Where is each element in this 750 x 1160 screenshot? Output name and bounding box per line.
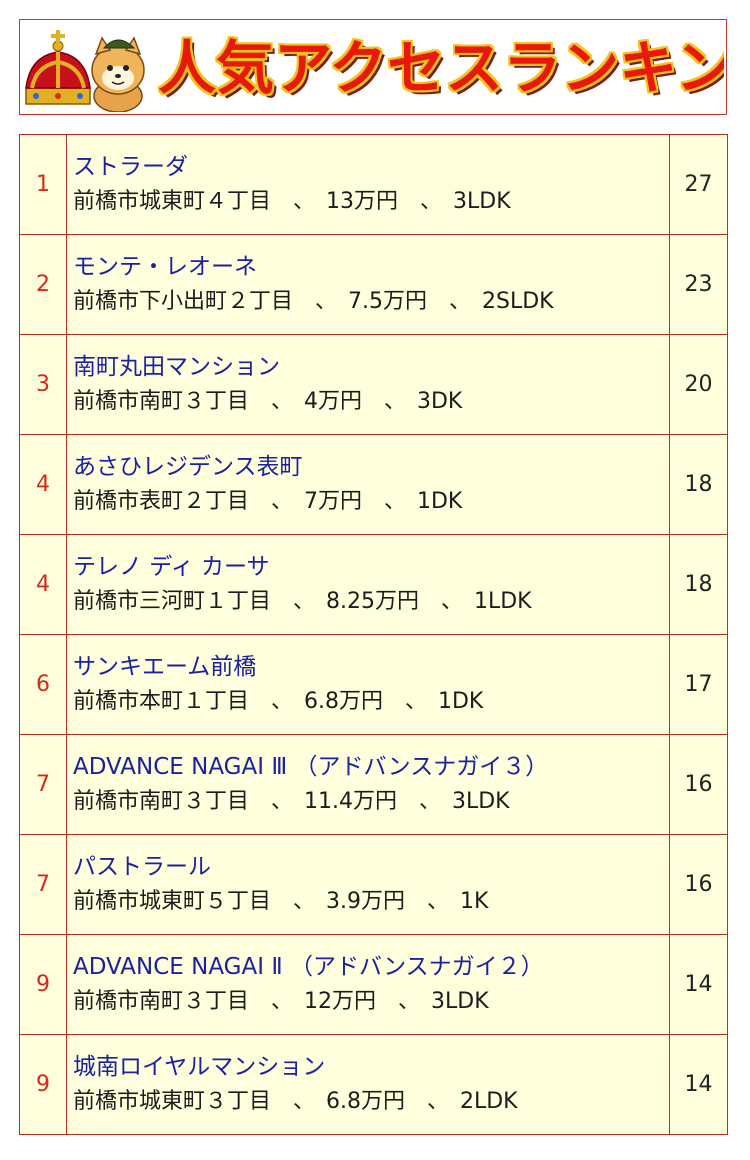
table-row: 6 サンキエーム前橋 前橋市本町１丁目 、 6.8万円 、 1DK 17 bbox=[19, 634, 728, 735]
access-count: 16 bbox=[669, 734, 728, 835]
access-count: 14 bbox=[669, 934, 728, 1035]
property-detail: 前橋市本町１丁目 、 6.8万円 、 1DK bbox=[73, 688, 484, 714]
property-detail: 前橋市城東町５丁目 、 3.9万円 、 1K bbox=[73, 888, 489, 914]
property-info: ADVANCE NAGAI Ⅱ （アドバンスナガイ２） 前橋市南町３丁目 、 12… bbox=[66, 934, 670, 1035]
property-name-link[interactable]: ストラーダ bbox=[73, 153, 188, 180]
rank-number: 4 bbox=[19, 534, 67, 635]
access-count: 20 bbox=[669, 334, 728, 435]
property-detail: 前橋市南町３丁目 、 4万円 、 3DK bbox=[73, 388, 463, 414]
table-row: 1 ストラーダ 前橋市城東町４丁目 、 13万円 、 3LDK 27 bbox=[19, 134, 728, 235]
access-count: 27 bbox=[669, 134, 728, 235]
property-name-link[interactable]: パストラール bbox=[73, 853, 211, 880]
property-info: パストラール前橋市城東町５丁目 、 3.9万円 、 1K bbox=[66, 834, 670, 935]
property-name-link[interactable]: サンキエーム前橋 bbox=[73, 653, 257, 680]
property-name-link[interactable]: あさひレジデンス表町 bbox=[73, 453, 303, 480]
rank-number: 7 bbox=[19, 834, 67, 935]
ranking-table: 1 ストラーダ 前橋市城東町４丁目 、 13万円 、 3LDK 27 2 モンテ・レオーネ… bbox=[19, 134, 728, 1135]
property-info: 城南ロイヤルマンション前橋市城東町３丁目 、 6.8万円 、 2LDK bbox=[66, 1034, 670, 1135]
property-name-link[interactable]: 城南ロイヤルマンション bbox=[73, 1053, 326, 1080]
rank-number: 1 bbox=[19, 134, 67, 235]
table-row: 4 テレノ ディ カーサ 前橋市三河町１丁目 、 8.25万円 、 1LDK 18 bbox=[19, 534, 728, 635]
access-count: 23 bbox=[669, 234, 728, 335]
property-detail: 前橋市城東町４丁目 、 13万円 、 3LDK bbox=[73, 188, 511, 214]
property-name-link[interactable]: テレノ ディ カーサ bbox=[73, 553, 270, 580]
rank-number: 2 bbox=[19, 234, 67, 335]
table-row: 7 ADVANCE NAGAI Ⅲ （アドバンスナガイ３） 前橋市南町３丁目 、 1… bbox=[19, 734, 728, 835]
access-count: 16 bbox=[669, 834, 728, 935]
property-info: あさひレジデンス表町前橋市表町２丁目 、 7万円 、 1DK bbox=[66, 434, 670, 535]
table-row: 4 あさひレジデンス表町 前橋市表町２丁目 、 7万円 、 1DK 18 bbox=[19, 434, 728, 535]
property-name-link[interactable]: 南町丸田マンション bbox=[73, 353, 280, 380]
table-row: 3 南町丸田マンション 前橋市南町３丁目 、 4万円 、 3DK 20 bbox=[19, 334, 728, 435]
property-detail: 前橋市南町３丁目 、 11.4万円 、 3LDK bbox=[73, 788, 510, 814]
access-count: 18 bbox=[669, 434, 728, 535]
property-info: モンテ・レオーネ前橋市下小出町２丁目 、 7.5万円 、 2SLDK bbox=[66, 234, 670, 335]
ranking-banner: 人気アクセスランキング bbox=[19, 19, 727, 115]
property-detail: 前橋市三河町１丁目 、 8.25万円 、 1LDK bbox=[73, 588, 532, 614]
table-row: 7 パストラール 前橋市城東町５丁目 、 3.9万円 、 1K 16 bbox=[19, 834, 728, 935]
property-detail: 前橋市南町３丁目 、 12万円 、 3LDK bbox=[73, 988, 489, 1014]
banner-title: 人気アクセスランキング bbox=[158, 34, 724, 102]
property-detail: 前橋市城東町３丁目 、 6.8万円 、 2LDK bbox=[73, 1088, 518, 1114]
property-info: テレノ ディ カーサ前橋市三河町１丁目 、 8.25万円 、 1LDK bbox=[66, 534, 670, 635]
table-row: 9 ADVANCE NAGAI Ⅱ （アドバンスナガイ２） 前橋市南町３丁目 、 1… bbox=[19, 934, 728, 1035]
property-name-link[interactable]: ADVANCE NAGAI Ⅱ （アドバンスナガイ２） bbox=[73, 953, 544, 980]
access-count: 14 bbox=[669, 1034, 728, 1135]
rank-number: 9 bbox=[19, 1034, 67, 1135]
property-info: サンキエーム前橋前橋市本町１丁目 、 6.8万円 、 1DK bbox=[66, 634, 670, 735]
table-row: 9 城南ロイヤルマンション 前橋市城東町３丁目 、 6.8万円 、 2LDK 14 bbox=[19, 1034, 728, 1135]
property-info: ADVANCE NAGAI Ⅲ （アドバンスナガイ３） 前橋市南町３丁目 、 11… bbox=[66, 734, 670, 835]
rank-number: 6 bbox=[19, 634, 67, 735]
property-info: ストラーダ前橋市城東町４丁目 、 13万円 、 3LDK bbox=[66, 134, 670, 235]
rank-number: 7 bbox=[19, 734, 67, 835]
rank-number: 9 bbox=[19, 934, 67, 1035]
rank-number: 3 bbox=[19, 334, 67, 435]
table-row: 2 モンテ・レオーネ 前橋市下小出町２丁目 、 7.5万円 、 2SLDK 23 bbox=[19, 234, 728, 335]
property-name-link[interactable]: モンテ・レオーネ bbox=[73, 253, 257, 280]
property-detail: 前橋市表町２丁目 、 7万円 、 1DK bbox=[73, 488, 463, 514]
access-count: 17 bbox=[669, 634, 728, 735]
access-count: 18 bbox=[669, 534, 728, 635]
rank-number: 4 bbox=[19, 434, 67, 535]
crown-mascot-icon bbox=[25, 30, 145, 112]
property-detail: 前橋市下小出町２丁目 、 7.5万円 、 2SLDK bbox=[73, 288, 554, 314]
property-info: 南町丸田マンション前橋市南町３丁目 、 4万円 、 3DK bbox=[66, 334, 670, 435]
property-name-link[interactable]: ADVANCE NAGAI Ⅲ （アドバンスナガイ３） bbox=[73, 753, 549, 780]
